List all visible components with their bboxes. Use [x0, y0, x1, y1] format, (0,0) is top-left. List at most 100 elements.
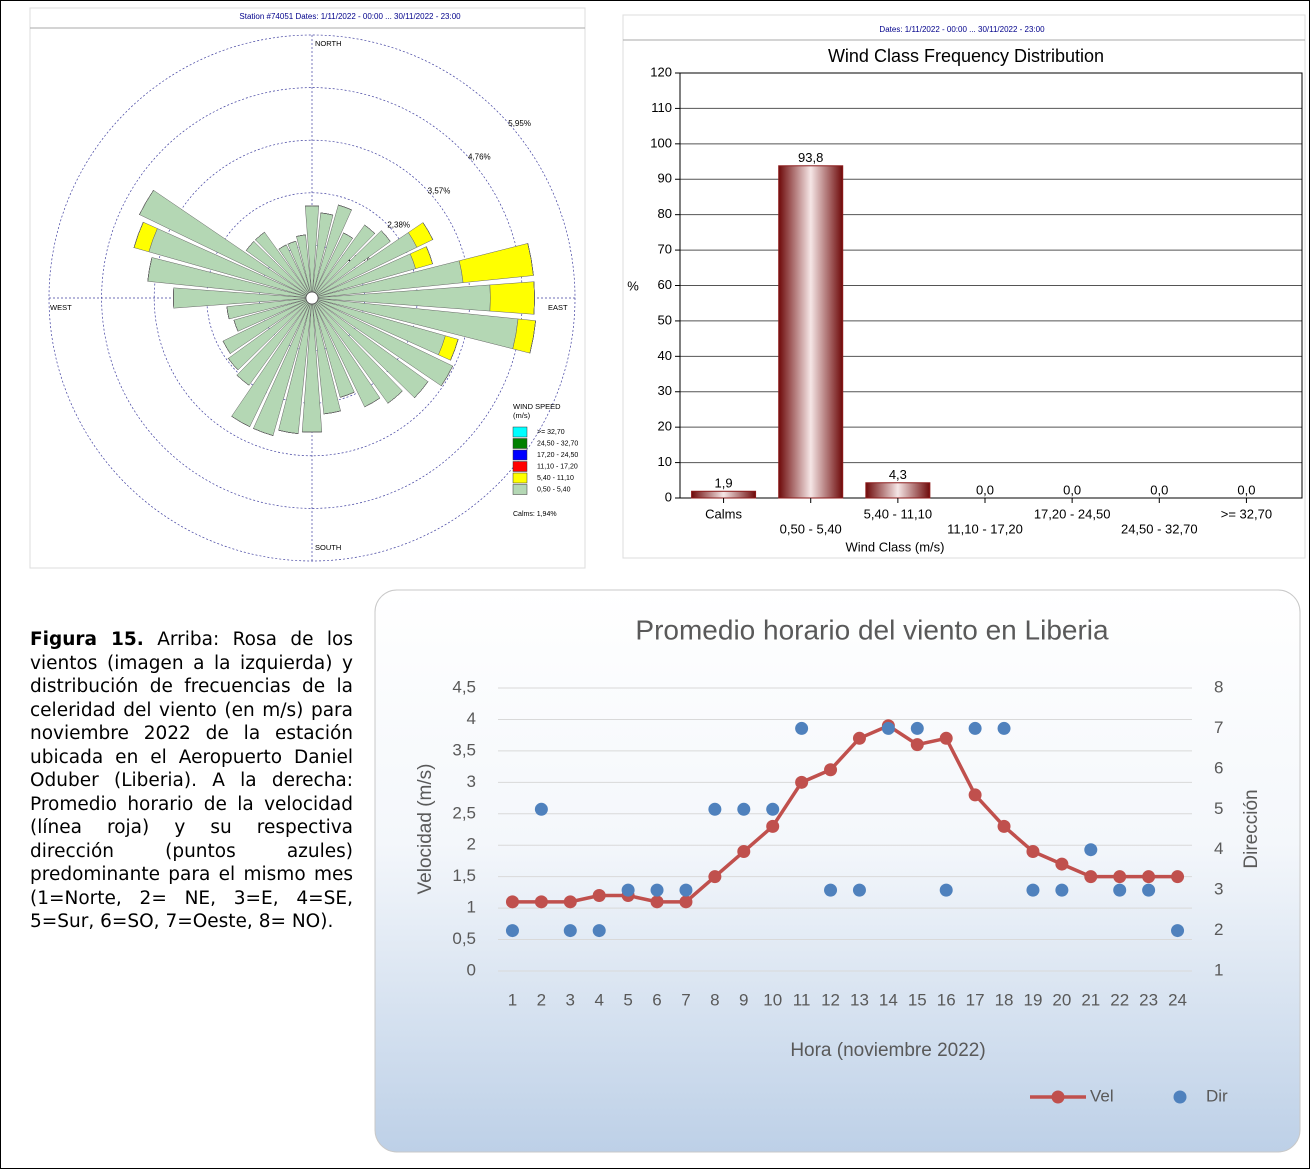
dir-point	[1084, 843, 1098, 857]
caption-text: Arriba: Rosa de los vientos (imagen a la…	[30, 629, 353, 932]
x-tick-label: 18	[995, 990, 1014, 1009]
vel-marker	[852, 731, 866, 745]
x-tick-label: 6	[652, 990, 661, 1009]
y-tick-label: 0	[467, 960, 476, 979]
rose-segment	[236, 375, 250, 386]
y-tick-label: 100	[650, 135, 672, 150]
x-tick-label: 10	[763, 990, 782, 1009]
vel-marker	[1171, 870, 1185, 884]
x-tick-label: 16	[937, 990, 956, 1009]
rose-title: Station #74051 Dates: 1/11/2022 - 00:00 …	[239, 12, 461, 21]
dir-point	[939, 883, 953, 897]
legend-label: 0,50 - 5,40	[537, 486, 571, 493]
vel-marker	[1113, 870, 1127, 884]
vel-marker	[910, 738, 924, 752]
vel-marker	[1142, 870, 1156, 884]
x-tick-label: 21	[1081, 990, 1100, 1009]
dir-point	[910, 721, 924, 735]
legend-label: 11,10 - 17,20	[537, 463, 578, 470]
x-tick-label: 11	[793, 990, 811, 1009]
y-tick-label: 60	[658, 277, 672, 292]
vel-marker	[939, 731, 953, 745]
y-tick-label: 10	[658, 454, 672, 469]
value-label: 0,0	[1237, 482, 1255, 497]
line-panel	[374, 589, 1301, 1153]
bar-subtitle: Dates: 1/11/2022 - 00:00 ... 30/11/2022 …	[879, 25, 1045, 34]
dir-point	[621, 883, 635, 897]
calm-circle	[305, 291, 319, 305]
rose-segment	[253, 428, 274, 436]
legend-label: 24,50 - 32,70	[537, 440, 578, 447]
x-tick-label: 17,20 - 24,50	[1034, 506, 1111, 521]
x-tick-label: Calms	[705, 506, 742, 521]
vel-marker	[766, 819, 780, 833]
rose-segment	[343, 232, 353, 239]
x-tick-label: 22	[1110, 990, 1129, 1009]
ring-label: 3,57%	[428, 187, 451, 196]
x-tick-label: 12	[821, 990, 840, 1009]
value-label: 4,3	[889, 467, 907, 482]
rose-segment	[527, 243, 534, 276]
x-tick-label: 4	[594, 990, 603, 1009]
caption-label: Figura 15.	[30, 629, 144, 650]
x-tick-label: >= 32,70	[1221, 506, 1272, 521]
legend-label: 5,40 - 11,10	[537, 475, 574, 482]
legend-swatch	[512, 484, 528, 495]
ring-label: 5,95%	[508, 119, 531, 128]
y-tick-label: 4	[467, 709, 476, 728]
x-tick-label: 5	[623, 990, 632, 1009]
x-tick-label: 17	[966, 990, 985, 1009]
y2-tick-label: 4	[1214, 839, 1223, 858]
rose-segment	[426, 246, 433, 264]
value-label: 0,0	[976, 482, 994, 497]
x-tick-label: 23	[1139, 990, 1158, 1009]
x-tick-label: 7	[681, 990, 690, 1009]
rose-segment	[381, 230, 391, 242]
y-tick-label: 40	[658, 348, 672, 363]
caption: Figura 15. Arriba: Rosa de los vientos (…	[30, 628, 353, 934]
x-axis-label: Wind Class (m/s)	[846, 539, 945, 554]
vel-marker	[997, 819, 1011, 833]
y-tick-label: 70	[658, 242, 672, 257]
dir-point	[1026, 883, 1040, 897]
dir-point	[679, 883, 693, 897]
dir-point	[650, 883, 664, 897]
vel-marker	[1055, 857, 1069, 871]
legend-marker	[1051, 1090, 1065, 1104]
compass-label: EAST	[548, 303, 568, 312]
dir-point	[1113, 883, 1127, 897]
y2-tick-label: 3	[1214, 880, 1223, 899]
vel-marker	[650, 895, 664, 909]
legend-swatch	[512, 472, 528, 484]
y-tick-label: 2	[467, 835, 476, 854]
y2-tick-label: 7	[1214, 718, 1223, 737]
dir-point	[505, 924, 519, 938]
dir-point	[592, 924, 606, 938]
value-label: 0,0	[1150, 482, 1168, 497]
ring	[48, 34, 576, 562]
dir-point	[881, 721, 895, 735]
y-tick-label: 0,5	[452, 929, 476, 948]
vel-marker	[824, 763, 838, 777]
dir-point	[1055, 883, 1069, 897]
dir-point	[1171, 924, 1185, 938]
y2-tick-label: 6	[1214, 758, 1223, 777]
bar	[865, 482, 931, 499]
dir-point	[852, 883, 866, 897]
x-tick-label: 14	[879, 990, 898, 1009]
x-tick-label: 5,40 - 11,10	[864, 506, 932, 521]
y-tick-label: 110	[651, 100, 672, 115]
rose-segment	[387, 390, 403, 404]
legend-swatch	[512, 449, 528, 461]
rose-segment	[338, 204, 352, 211]
compass-label: WEST	[50, 303, 72, 312]
vel-marker	[1026, 845, 1040, 859]
vel-marker	[679, 895, 693, 909]
dir-point	[968, 721, 982, 735]
x-tick-label: 2	[537, 990, 546, 1009]
x-tick-label: 1	[508, 990, 517, 1009]
value-label: 93,8	[798, 150, 823, 165]
vel-marker	[534, 895, 548, 909]
bar-title: Wind Class Frequency Distribution	[828, 46, 1104, 66]
legend-label: >= 32,70	[537, 429, 565, 436]
